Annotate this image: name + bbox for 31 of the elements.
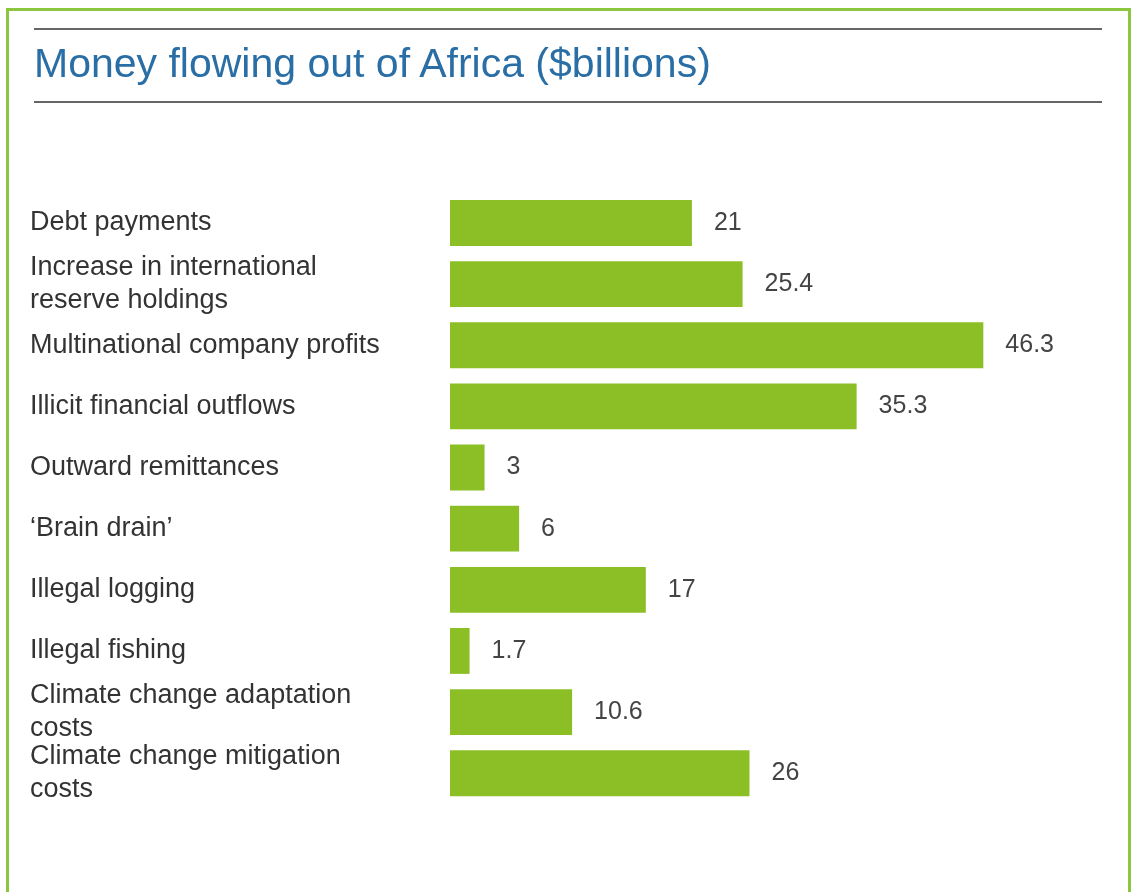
- bar: [450, 261, 743, 308]
- data-label: 10.6: [594, 695, 643, 724]
- data-label: 35.3: [878, 390, 928, 419]
- bar: [450, 689, 573, 736]
- bar: [450, 628, 470, 674]
- data-label: 6: [541, 512, 556, 541]
- y-tick-label: Debt payments: [30, 206, 212, 237]
- y-tick-label: Outward remittances: [30, 450, 280, 481]
- y-tick-label: Illicit financial outflows: [30, 389, 296, 420]
- data-label: 1.7: [491, 634, 527, 663]
- y-tick-label: Illegal logging: [30, 573, 196, 604]
- bar: [450, 322, 984, 369]
- bar: [450, 444, 485, 491]
- y-tick-label: Increase in international reserve holdings: [30, 251, 317, 314]
- data-label: 3: [506, 451, 521, 480]
- data-label: 21: [713, 206, 742, 235]
- data-label: 25.4: [764, 268, 814, 296]
- bar: [450, 505, 520, 552]
- data-label: 26: [771, 757, 800, 786]
- y-tick-label: Multinational company profits: [30, 328, 380, 359]
- chart-title: Money flowing out of Africa ($billions): [34, 28, 1102, 103]
- bar: [450, 750, 750, 797]
- y-tick-label: Illegal fishing: [30, 634, 187, 665]
- bar: [450, 383, 857, 430]
- data-label: 46.3: [1005, 329, 1055, 358]
- y-tick-label: Climate change mitigation costs: [30, 740, 341, 803]
- bar: [450, 566, 646, 613]
- y-tick-label: ‘Brain drain’: [30, 512, 173, 543]
- y-tick-label: Climate change adaptation costs: [30, 679, 352, 742]
- data-label: 17: [667, 573, 696, 602]
- bar: [450, 200, 692, 246]
